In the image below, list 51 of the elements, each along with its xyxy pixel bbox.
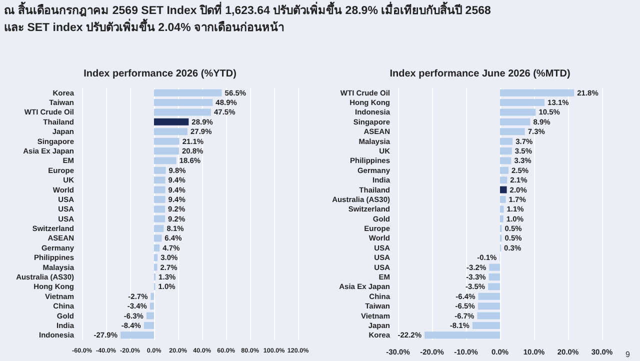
bar [488,274,500,280]
bar [154,128,188,136]
bar [146,312,154,320]
bar [154,264,158,271]
bar [154,89,222,96]
bar [478,302,500,310]
bar [500,206,504,213]
bar [154,186,166,194]
bar [154,138,180,145]
bar [477,312,500,320]
bar [500,166,508,174]
bar [500,118,530,126]
bar [489,264,500,271]
bar [154,99,213,106]
bar [500,186,507,194]
bar [500,196,506,203]
bar [154,254,158,262]
bar [154,166,166,174]
bar [488,283,500,290]
text: ณ สิ้นเดือนกรกฎาคม 2569 SET Index ปิดที่ 1,623.64 ปรับตัวเพิ่มขึ้น 28.9% เมื่อเทียบกับสิ้นปี 2568 [4,3,491,18]
bar [500,128,525,136]
bar [500,138,513,145]
bar [154,215,166,222]
bar [500,99,545,106]
bar [154,118,189,126]
bar [150,292,154,300]
bar [154,234,162,242]
bar [478,292,500,300]
bar [120,332,154,339]
bar [500,89,574,96]
bar [154,225,164,232]
text: 9 [626,350,630,359]
bar [472,322,500,329]
bar [154,108,211,116]
bar [500,157,512,164]
bar [500,148,512,154]
bar [500,108,536,116]
bar [154,148,179,154]
bar [154,176,166,184]
text: และ SET index ปรับตัวเพิ่มขึ้น 2.04% จากเดือนก่อนหน้า [4,20,285,36]
bar [144,322,154,329]
bar [424,332,500,339]
bar [154,157,176,164]
bar [150,302,154,310]
bar [154,244,160,252]
bar [500,176,508,184]
bar [154,206,166,213]
bar [154,196,166,203]
chart-title: Index performance 2026 (%YTD) [84,68,236,80]
bar [500,215,504,222]
chart-title: Index performance June 2026 (%MTD) [390,68,570,80]
